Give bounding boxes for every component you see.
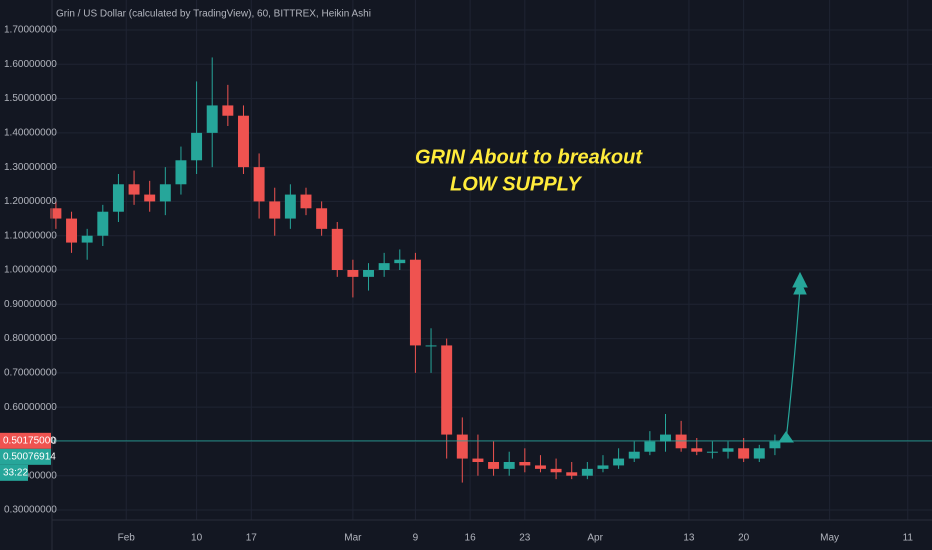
y-tick-label: 0.90000000 (4, 299, 57, 310)
candle-body (347, 270, 359, 277)
x-tick-label: 11 (903, 533, 914, 544)
y-tick-label: 1.20000000 (4, 196, 57, 207)
candle-body (50, 208, 62, 219)
candle-body (363, 270, 374, 277)
candle-body (628, 451, 640, 459)
candle-body (722, 448, 734, 452)
x-tick-label: Mar (344, 533, 362, 544)
candle-body (97, 211, 109, 236)
x-tick-label: 16 (465, 533, 477, 544)
x-tick-label: Feb (118, 533, 136, 544)
y-tick-label: 0.60000000 (4, 402, 57, 413)
candle-body (597, 465, 609, 469)
candle-body (316, 208, 328, 229)
candle-body (519, 462, 531, 466)
y-tick-label: 0.30000000 (4, 505, 57, 516)
candle-body (675, 434, 687, 449)
candle-body (644, 441, 656, 452)
candle-body (269, 201, 281, 219)
y-tick-label: 1.60000000 (4, 59, 57, 70)
x-tick-label: 10 (191, 533, 203, 544)
y-tick-label: 1.70000000 (4, 25, 57, 36)
candle-body (206, 105, 218, 133)
x-tick-label: 9 (413, 533, 419, 544)
last-price-label: 0.50175000 (3, 435, 56, 446)
candle-body (613, 458, 625, 466)
candles (50, 57, 781, 483)
annotation: LOW SUPPLY (450, 173, 582, 195)
candle-body (81, 235, 93, 243)
candle-body (706, 451, 718, 453)
annotation: GRIN About to breakout (415, 146, 643, 168)
mark-price-label: 0.50076914 (3, 451, 56, 462)
candle-body (425, 345, 437, 347)
x-tick-label: 23 (519, 533, 531, 544)
y-tick-label: 1.00000000 (4, 265, 57, 276)
candle-body (456, 434, 468, 459)
chart-title: Grin / US Dollar (calculated by TradingV… (56, 9, 371, 20)
y-tick-label: 0.40000000 (4, 470, 57, 481)
y-tick-label: 0.70000000 (4, 367, 57, 378)
candle-body (300, 194, 312, 209)
candle-body (503, 462, 515, 469)
x-tick-label: Apr (587, 533, 603, 544)
y-tick-label: 1.40000000 (4, 127, 57, 138)
candle-body (159, 184, 171, 202)
candle-body (128, 184, 140, 195)
candle-body (144, 194, 156, 202)
y-tick-label: 0.80000000 (4, 333, 57, 344)
x-tick-label: 20 (738, 533, 750, 544)
candle-body (238, 115, 249, 168)
candle-body (581, 468, 593, 476)
countdown-badge (0, 464, 28, 481)
x-tick-label: 17 (246, 533, 258, 544)
candle-body (566, 472, 578, 476)
candle-body (534, 465, 546, 469)
candle-body (66, 218, 78, 243)
candle-body (769, 441, 781, 449)
candle-body (378, 263, 390, 270)
candle-body (253, 167, 265, 202)
candle-body (284, 194, 296, 219)
candle-body (550, 468, 562, 473)
candle-body (409, 259, 421, 346)
candle-body (175, 160, 187, 185)
y-tick-label: 1.50000000 (4, 93, 57, 104)
candle-body (441, 345, 453, 435)
y-tick-label: 1.10000000 (4, 230, 57, 241)
x-tick-label: May (820, 533, 839, 544)
candle-body (660, 434, 671, 442)
last-price-badge (0, 432, 51, 449)
candle-body (331, 228, 343, 270)
candle-body (394, 259, 406, 264)
countdown-label: 33:22 (3, 467, 28, 478)
x-tick-label: 13 (683, 533, 695, 544)
candle-body (753, 448, 765, 459)
y-tick-label: 1.30000000 (4, 162, 57, 173)
candle-body (691, 448, 703, 452)
mark-price-badge (0, 448, 51, 465)
candle-body (112, 184, 124, 212)
candle-body (738, 448, 750, 459)
candle-body (191, 132, 203, 161)
candle-body (222, 105, 234, 116)
projection-arrow (778, 271, 808, 443)
candle-body (488, 462, 500, 469)
candle-body (472, 458, 484, 462)
